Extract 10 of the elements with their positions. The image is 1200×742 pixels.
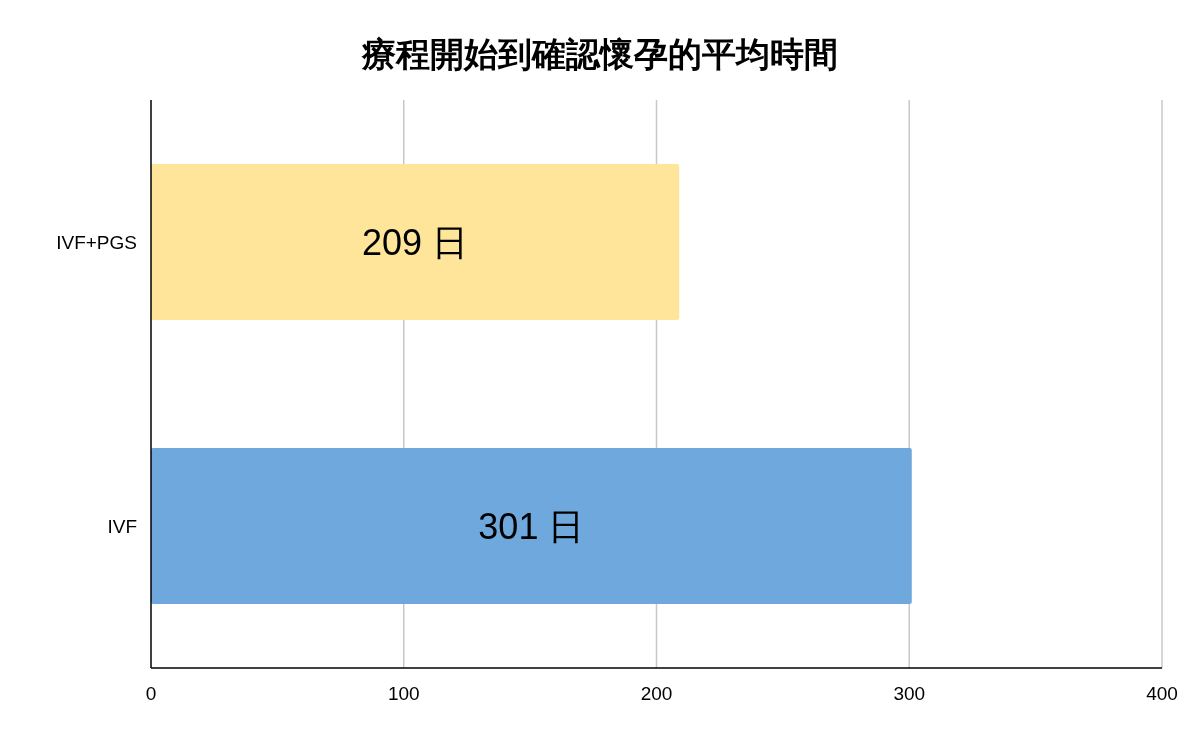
x-tick-label: 300: [893, 683, 926, 704]
y-tick-label: IVF+PGS: [56, 232, 137, 253]
chart-title: 療程開始到確認懷孕的平均時間: [361, 35, 838, 73]
x-tick-label: 400: [1146, 683, 1178, 704]
x-tick-label: 100: [387, 683, 420, 704]
x-tick-label: 200: [640, 683, 673, 704]
data-label: 301 日: [478, 506, 585, 547]
data-label: 209 日: [362, 222, 469, 263]
x-tick-label: 0: [145, 683, 157, 704]
y-tick-label: IVF: [107, 516, 137, 537]
